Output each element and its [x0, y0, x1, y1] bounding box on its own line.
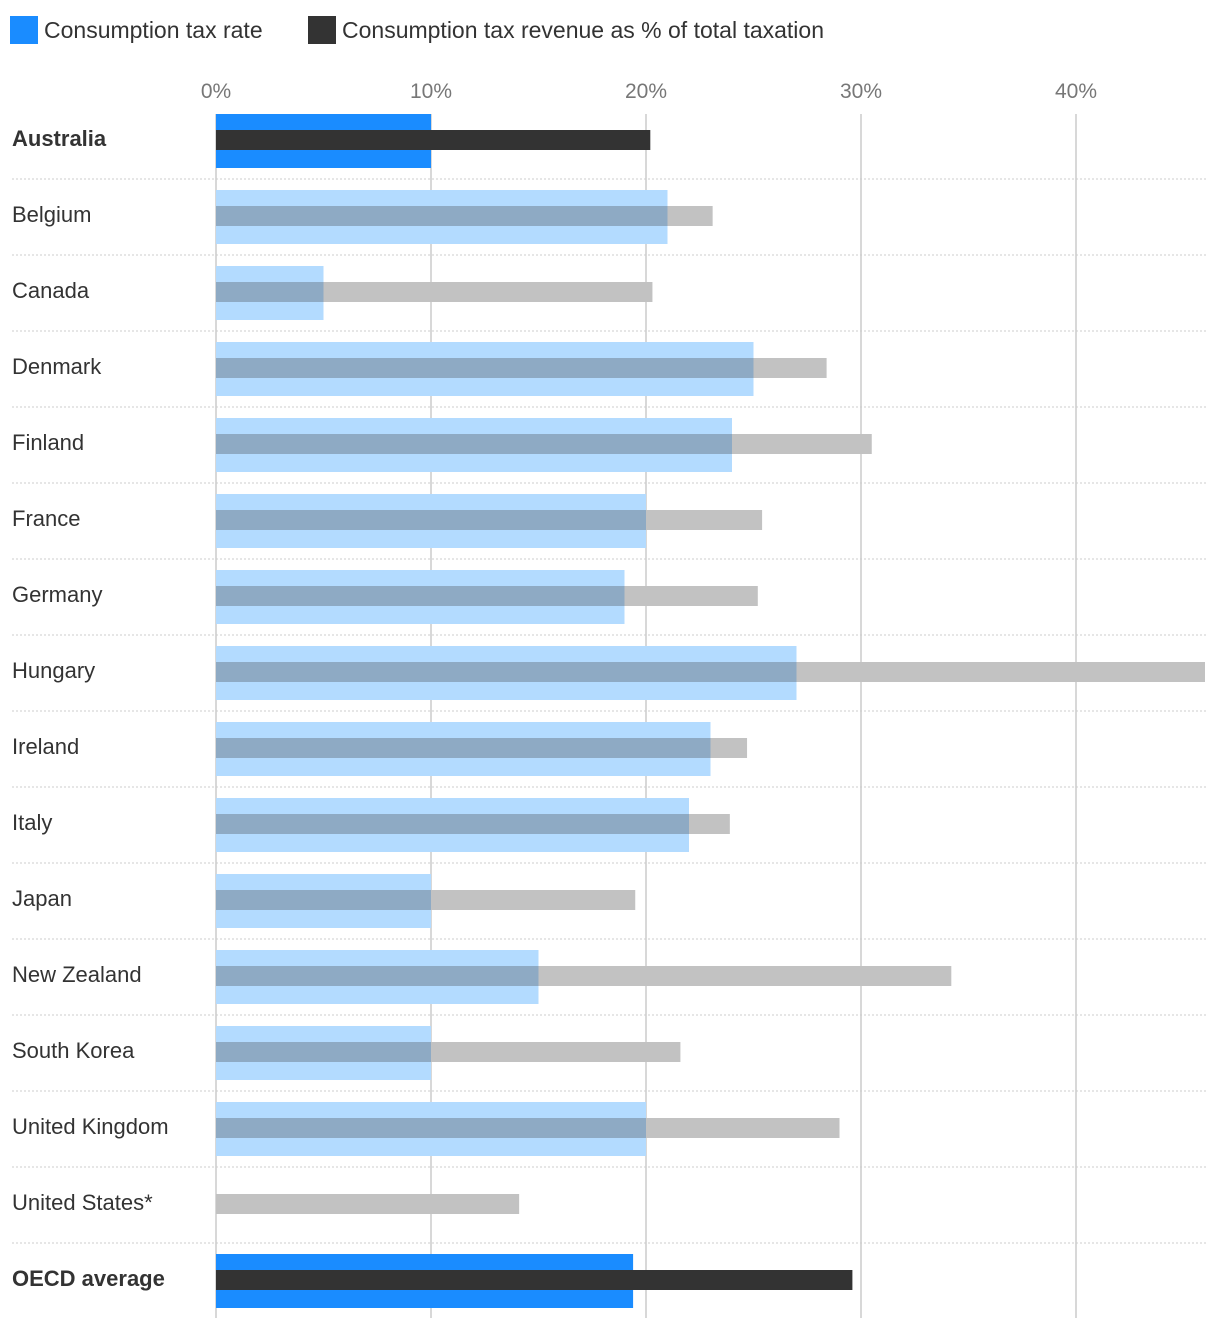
bar-overlap-italy: [216, 814, 689, 834]
bar-overlap-united-kingdom: [216, 1118, 646, 1138]
bar-revenue-canada: [216, 282, 653, 302]
row-separators: [12, 178, 1208, 1244]
tick-label-0: 0%: [201, 80, 231, 103]
bar-revenue-australia: [216, 130, 651, 150]
tick-label-20: 20%: [625, 80, 667, 103]
category-label-new-zealand: New Zealand: [12, 962, 142, 987]
legend-label-rate: Consumption tax rate: [44, 17, 263, 43]
bar-overlap-south-korea: [216, 1042, 431, 1062]
bar-overlap-canada: [216, 282, 324, 302]
bar-revenue-united-states: [216, 1194, 520, 1214]
category-label-australia: Australia: [12, 126, 107, 151]
category-label-south-korea: South Korea: [12, 1038, 135, 1063]
bar-overlap-ireland: [216, 738, 711, 758]
bar-overlap-denmark: [216, 358, 754, 378]
category-label-canada: Canada: [12, 278, 90, 303]
category-labels: Australia Belgium Canada Denmark Finland Fran…: [12, 126, 169, 1291]
category-label-ireland: Ireland: [12, 734, 79, 759]
category-label-belgium: Belgium: [12, 202, 91, 227]
bar-overlap-japan: [216, 890, 431, 910]
bar-overlap-finland: [216, 434, 732, 454]
category-label-japan: Japan: [12, 886, 72, 911]
category-label-france: France: [12, 506, 80, 531]
legend-swatch-revenue: [308, 16, 336, 44]
category-label-united-kingdom: United Kingdom: [12, 1114, 169, 1139]
x-axis: 0% 10% 20% 30% 40%: [201, 80, 1097, 103]
bars: [216, 114, 1205, 1308]
bar-revenue-oecd-average: [216, 1270, 853, 1290]
category-label-germany: Germany: [12, 582, 102, 607]
category-label-finland: Finland: [12, 430, 84, 455]
legend-label-revenue: Consumption tax revenue as % of total ta…: [342, 17, 824, 43]
tick-label-30: 30%: [840, 80, 882, 103]
category-label-united-states: United States*: [12, 1190, 153, 1215]
bar-overlap-belgium: [216, 206, 668, 226]
bar-overlap-hungary: [216, 662, 797, 682]
bar-overlap-france: [216, 510, 646, 530]
tick-label-10: 10%: [410, 80, 452, 103]
bar-overlap-germany: [216, 586, 625, 606]
category-label-hungary: Hungary: [12, 658, 95, 683]
legend: Consumption tax rate Consumption tax rev…: [10, 16, 824, 44]
tick-label-40: 40%: [1055, 80, 1097, 103]
category-label-oecd-average: OECD average: [12, 1266, 165, 1291]
bar-overlap-new-zealand: [216, 966, 539, 986]
category-label-italy: Italy: [12, 810, 52, 835]
legend-swatch-rate: [10, 16, 38, 44]
category-label-denmark: Denmark: [12, 354, 102, 379]
